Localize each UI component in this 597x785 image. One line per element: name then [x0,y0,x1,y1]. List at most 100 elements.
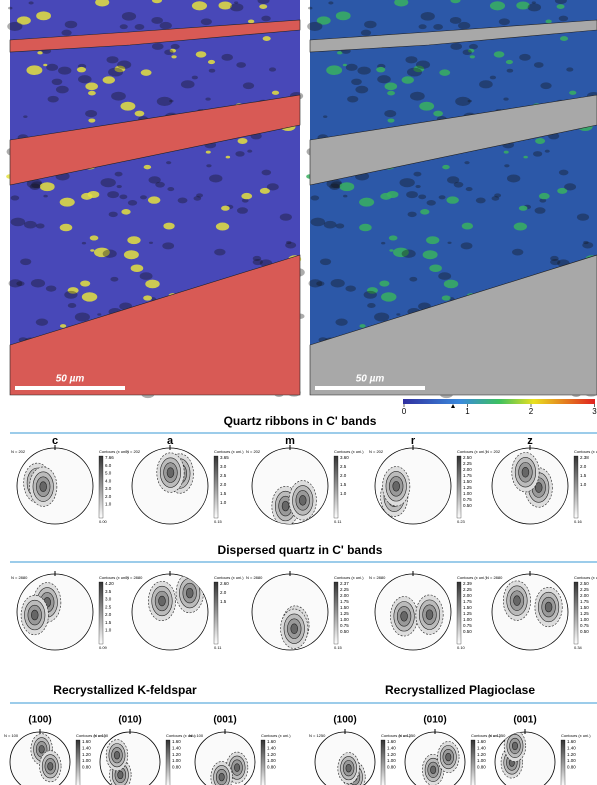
contours-title: Contours (x uni.) [334,449,364,454]
n-count: N = 2880 [11,575,28,580]
grain [361,30,371,36]
grain [402,76,414,83]
grain [68,303,76,308]
grain [506,60,513,64]
contour-level: 1.60 [567,739,576,744]
grain [46,285,56,291]
contours-title: Contours (x uni.) [574,449,597,454]
contours-title: Contours (x uni.) [334,575,364,580]
grain [230,3,243,11]
contour-level: 1.75 [463,473,472,478]
contour-level: 4.0 [105,478,112,483]
grain [30,184,41,191]
grain [206,164,211,167]
contour-level: 1.60 [267,739,276,744]
n-count: N = 1250 [489,733,506,738]
grain [427,200,436,206]
grain [43,195,47,198]
grain [534,62,544,68]
contour [401,611,408,621]
grain [458,22,470,29]
grain [399,178,414,187]
grain [131,264,144,272]
grain [110,277,118,282]
contour [545,602,552,612]
contour-level: 3.0 [220,464,227,469]
contour-level: 1.40 [477,746,486,751]
grain [336,223,345,228]
contour-level: 2.60 [220,581,229,586]
grain [103,249,117,257]
contour-level: 2.50 [580,581,589,586]
pole-figure: N = 2880Contours (x uni.)2.372.252.001.7… [246,571,364,650]
pole-figure: N = 2880Contours (x uni.)2.502.252.001.7… [486,571,597,650]
contour-level: 1.0 [105,501,112,506]
contours-title: Contours (x uni.) [214,575,244,580]
figure-label: (010) [423,715,446,726]
grain [469,44,478,49]
n-count: N = 2880 [126,575,143,580]
grain [442,165,449,169]
n-count: N = 100 [4,733,19,738]
contour [346,764,351,772]
contour-key [99,582,103,644]
contour-key [471,740,475,785]
grain [171,55,176,58]
pole-figure: zN = 202Contours (x uni.)2.382.01.51.00.… [486,435,597,524]
grain [209,69,216,73]
grain [535,138,545,144]
grain [206,151,211,154]
section-title: Recrystallized Plagioclase [385,683,535,697]
contour-level: 1.00 [567,758,576,763]
contour [291,624,298,634]
contour-level: 2.0 [105,494,112,499]
grain [101,178,116,187]
color-scale [403,399,595,404]
contour-level: 1.5 [580,473,587,478]
contours-title: Contours (x uni.) [457,575,487,580]
grain [345,285,355,291]
grain [82,242,86,245]
grain [439,195,446,199]
contour-level: 3.0 [105,597,112,602]
section-title: Quartz ribbons in C' bands [224,414,377,428]
grain [347,96,358,103]
contour-level: 1.00 [172,758,181,763]
grain [308,7,312,10]
grain [559,16,568,22]
grain [408,212,417,217]
grain [149,176,161,183]
contour [219,773,224,781]
grain [466,187,473,191]
contour-level: 2.00 [340,593,349,598]
contour-level: 0.75 [463,497,472,502]
grain [121,209,130,215]
grain [20,258,31,265]
contour-min: 0.34 [574,645,583,650]
grain [149,242,153,244]
grain [446,196,458,203]
pole-figure: (100)N = 100Contours (x uni.)1.601.401.2… [4,715,106,785]
contour-level: 0.80 [567,765,576,770]
grain [144,165,151,169]
grain [519,206,528,211]
pole-figure: (010)N = 100Contours (x uni.)1.601.401.2… [94,715,196,785]
grain [384,110,396,117]
grain [90,249,94,251]
grain [234,1,238,3]
contour [186,588,193,598]
grain [263,36,271,41]
contour-level: 1.00 [340,617,349,622]
contour-level: 1.5 [340,482,347,487]
grain [90,235,99,240]
n-count: N = 202 [126,449,141,454]
grain [426,236,439,244]
grain [450,43,462,50]
contour-key [99,456,103,518]
grain [519,54,530,61]
grain [463,49,472,55]
contour-level: 0.75 [463,623,472,628]
contour-key [166,740,170,785]
contour-level: 1.20 [267,752,276,757]
grain [103,76,115,83]
